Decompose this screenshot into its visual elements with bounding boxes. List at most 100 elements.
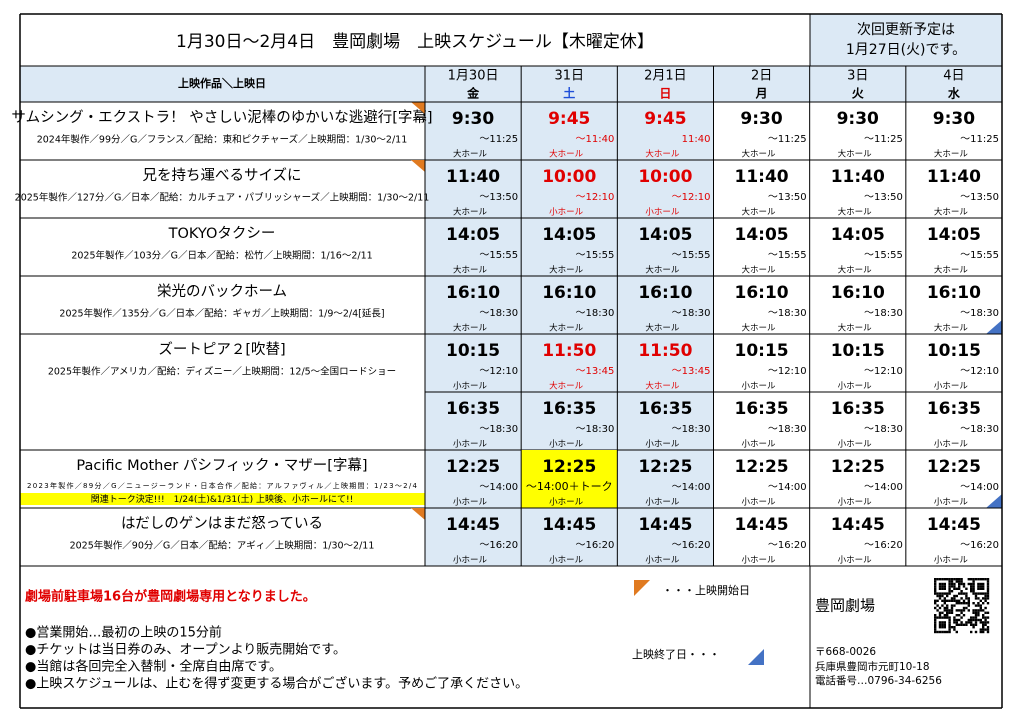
day-date: 31日 [554,69,584,84]
qr-module [946,578,949,581]
address: 〒668-0026 [815,646,876,658]
hall: 小ホール [934,439,969,450]
start-time: 16:35 [927,399,981,419]
hall: 大ホール [742,265,777,276]
start-time: 14:05 [638,225,692,245]
qr-module [953,628,956,631]
qr-module [967,618,970,622]
qr-module [938,611,942,614]
qr-module [938,630,942,634]
end-time: ～12:10 [960,366,999,377]
start-time: 11:40 [927,167,981,187]
qr-module [943,606,946,610]
qr-module [958,614,961,617]
qr-module [982,614,985,617]
qr-module [950,611,954,614]
qr-module [960,578,963,581]
qr-module [943,585,946,588]
qr-module [958,618,961,622]
hall: 大ホール [838,265,873,276]
qr-module [934,618,937,622]
qr-module [986,590,990,593]
qr-module [960,616,963,619]
film-info: 2025年製作／127分／G／日本／配給：カルチュア・パブリッシャーズ／上映期間… [15,192,430,204]
qr-module [946,592,949,595]
end-time: ～16:20 [864,540,903,551]
end-time: ～13:45 [576,366,615,377]
start-time: 9:45 [548,109,590,129]
hall: 小ホール [742,381,777,392]
qr-module [962,606,966,610]
start-time: 16:35 [542,399,596,419]
hall: 大ホール [453,323,488,334]
hall: 小ホール [742,497,777,508]
corner-label: 上映作品＼上映日 [178,76,266,90]
qr-module [984,594,987,598]
start-time: 12:25 [638,457,692,477]
qr-module [941,599,944,602]
end-legend-icon [748,649,764,665]
start-time: 12:25 [831,457,885,477]
day-weekday: 水 [948,86,961,101]
qr-module [943,626,946,629]
qr-module [965,606,968,610]
end-time: ～14:00 [960,482,999,493]
hall: 大ホール [549,381,584,392]
end-time: ～12:10 [768,366,807,377]
hall: 大ホール [838,323,873,334]
end-time: ～16:20 [479,540,518,551]
qr-module [977,592,980,595]
hall: 大ホール [645,381,680,392]
hall: 小ホール [549,207,584,218]
qr-module [974,609,978,612]
end-time: ～14:00 [864,482,903,493]
qr-module [955,623,958,626]
qr-module [974,621,978,624]
hall: 小ホール [934,555,969,566]
hall: 大ホール [934,207,969,218]
start-time: 16:35 [638,399,692,419]
end-time: ～15:55 [576,250,615,261]
qr-module [986,626,990,629]
qr-module [962,602,966,605]
film-title: ズートピア２[吹替] [158,341,285,358]
qr-module [938,578,942,581]
start-time: 12:25 [446,457,500,477]
start-time: 11:40 [735,167,789,187]
start-time: 12:25 [927,457,981,477]
qr-module [948,623,951,626]
hall: 大ホール [645,149,680,160]
qr-module [970,623,973,626]
qr-module [934,626,937,629]
qr-module [984,597,987,600]
qr-module [972,602,975,605]
start-time: 11:50 [638,341,692,361]
qr-module [936,609,939,612]
end-time: ～18:30 [672,424,711,435]
qr-module [958,578,961,581]
qr-module [934,599,937,602]
qr-module [953,587,956,590]
qr-module [970,630,973,634]
qr-module [941,582,944,586]
end-time: ～14:00 [672,482,711,493]
theater-name: 豊岡劇場 [815,597,875,615]
start-time: 10:15 [446,341,500,361]
hall: 小ホール [742,555,777,566]
end-time: ～18:30 [960,424,999,435]
qr-module [946,604,949,607]
qr-module [965,594,968,598]
qr-module [950,585,954,588]
qr-module [974,630,978,634]
qr-module [948,590,951,593]
qr-module [934,590,937,593]
notice: 1月27日(火)です。 [846,42,966,58]
qr-module [977,582,980,586]
qr-module [934,616,937,619]
qr-module [955,621,958,624]
hall: 大ホール [838,207,873,218]
qr-module [967,578,970,581]
hall: 大ホール [934,265,969,276]
qr-module [967,602,970,605]
qr-module [967,609,970,612]
